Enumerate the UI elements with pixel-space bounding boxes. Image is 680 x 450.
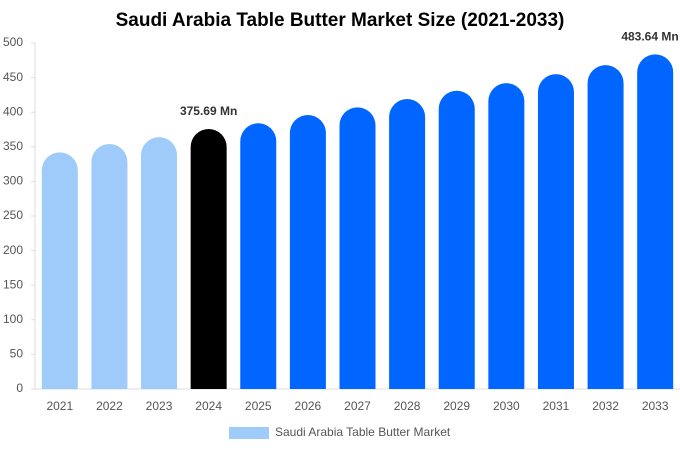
x-tick-label: 2027 xyxy=(344,399,371,413)
y-tick-label: 300 xyxy=(3,174,23,188)
bar xyxy=(190,129,227,389)
bar xyxy=(587,65,624,390)
x-tick-label: 2031 xyxy=(543,399,570,413)
bar xyxy=(637,54,674,390)
legend-label: Saudi Arabia Table Butter Market xyxy=(275,425,451,439)
y-tick-label: 0 xyxy=(16,381,23,395)
value-label: 375.69 Mn xyxy=(180,104,237,118)
y-tick-label: 150 xyxy=(3,277,23,291)
x-tick-label: 2032 xyxy=(592,399,619,413)
y-tick-label: 250 xyxy=(3,208,23,222)
bar xyxy=(240,123,277,389)
bar xyxy=(438,90,475,389)
bar xyxy=(389,99,426,389)
x-tick-label: 2026 xyxy=(295,399,322,413)
chart-title: Saudi Arabia Table Butter Market Size (2… xyxy=(116,10,565,31)
y-tick-label: 50 xyxy=(10,347,24,361)
x-tick-label: 2033 xyxy=(642,399,669,413)
bar xyxy=(91,144,128,389)
x-tick-label: 2029 xyxy=(443,399,470,413)
x-tick-label: 2021 xyxy=(46,399,73,413)
x-tick-label: 2028 xyxy=(394,399,421,413)
x-tick-label: 2023 xyxy=(146,399,173,413)
bar xyxy=(488,83,525,389)
value-label: 483.64 Mn xyxy=(621,29,678,43)
y-tick-label: 350 xyxy=(3,139,23,153)
bar xyxy=(289,114,326,389)
y-tick-label: 400 xyxy=(3,104,23,118)
bar xyxy=(141,137,178,389)
x-tick-label: 2025 xyxy=(245,399,272,413)
bar xyxy=(41,152,78,389)
y-tick-label: 500 xyxy=(3,35,23,49)
x-tick-label: 2022 xyxy=(96,399,123,413)
x-tick-label: 2024 xyxy=(195,399,222,413)
y-tick-label: 100 xyxy=(3,312,23,326)
x-tick-label: 2030 xyxy=(493,399,520,413)
bar xyxy=(537,74,574,389)
y-tick-label: 200 xyxy=(3,243,23,257)
legend-swatch xyxy=(229,427,269,439)
y-tick-label: 450 xyxy=(3,70,23,84)
bar xyxy=(339,107,376,389)
